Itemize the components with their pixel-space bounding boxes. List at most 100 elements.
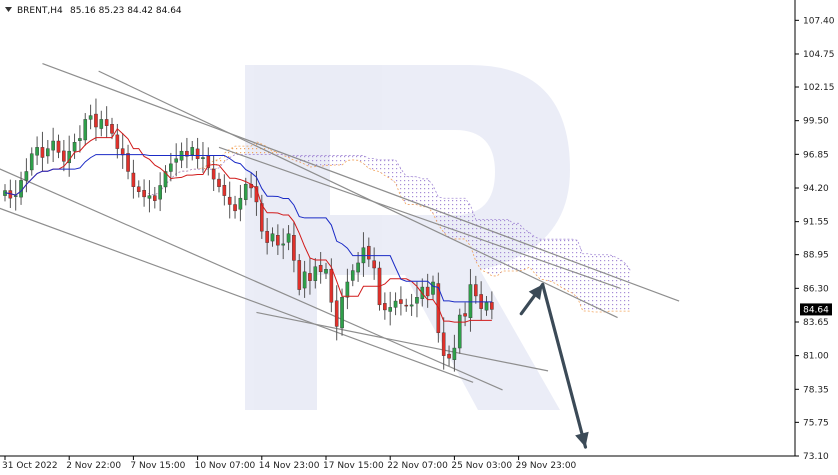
candle-body xyxy=(195,148,200,159)
candle-body xyxy=(297,260,302,290)
cloud-segment xyxy=(384,159,391,179)
candle-body xyxy=(457,314,462,349)
cloud-segment xyxy=(513,223,519,271)
candle-body xyxy=(329,269,334,303)
cloud-segment xyxy=(529,232,535,274)
cloud-segment xyxy=(416,176,423,207)
cloud-segment xyxy=(433,185,439,225)
cloud-segment xyxy=(593,254,599,312)
candle-body xyxy=(83,119,88,141)
candle-body xyxy=(468,284,473,319)
candle-body xyxy=(29,153,34,171)
candle-body xyxy=(62,150,66,162)
x-tick-label: 25 Nov 03:00 xyxy=(451,461,512,471)
candle-body xyxy=(222,184,227,196)
cloud-segment xyxy=(507,219,514,271)
candle-body xyxy=(452,347,457,360)
candle-body xyxy=(136,186,141,192)
y-tick-label: 81.00 xyxy=(803,352,829,362)
x-tick-label: 10 Nov 07:00 xyxy=(195,461,256,471)
candle-body xyxy=(441,332,446,356)
candle-body xyxy=(72,142,77,152)
cloud-segment xyxy=(331,155,337,166)
cloud-segment xyxy=(481,219,487,273)
dropdown-triangle-icon[interactable] xyxy=(5,7,12,12)
cloud-segment xyxy=(443,198,450,238)
candle-body xyxy=(447,353,451,359)
y-tick-label: 88.95 xyxy=(803,251,829,261)
candle-body xyxy=(409,304,414,307)
candle-body xyxy=(201,157,205,159)
candle-body xyxy=(334,300,339,327)
y-tick-label: 86.30 xyxy=(803,284,829,294)
candle-body xyxy=(51,140,55,151)
candle-body xyxy=(286,233,291,243)
cloud-segment xyxy=(556,239,562,288)
candle-body xyxy=(190,147,195,155)
candle-body xyxy=(415,297,419,304)
cloud-segment xyxy=(470,205,476,262)
y-tick-label: 94.20 xyxy=(803,184,829,194)
y-tick-label: 107.40 xyxy=(803,16,835,26)
candle-body xyxy=(308,273,312,281)
cloud-segment xyxy=(545,239,551,282)
senkou-span-a xyxy=(144,141,631,313)
x-tick-label: 22 Nov 07:00 xyxy=(387,461,448,471)
candle-body xyxy=(238,197,243,210)
candle-body xyxy=(463,313,467,317)
cloud-segment xyxy=(497,219,503,276)
candle-body xyxy=(425,286,430,297)
cloud-segment xyxy=(411,176,417,205)
cloud-segment xyxy=(342,155,348,165)
cloud-segment xyxy=(598,254,605,312)
support-line-3 xyxy=(256,311,549,372)
forecast-arrow-down xyxy=(541,282,589,449)
cloud-segment xyxy=(374,158,380,172)
candle-body xyxy=(142,190,146,198)
candle-body xyxy=(131,172,136,187)
candle-body xyxy=(383,303,387,311)
ohlc-label: 85.16 85.23 84.42 84.64 xyxy=(70,6,182,16)
support-line-2 xyxy=(0,207,474,383)
y-tick-label: 96.85 xyxy=(803,150,829,160)
cloud-segment xyxy=(577,240,583,311)
cloud-segment xyxy=(523,229,530,270)
candle-body xyxy=(233,204,237,212)
cloud-segment xyxy=(540,239,546,281)
cloud-segment xyxy=(422,178,428,207)
cloud-segment xyxy=(320,155,326,167)
current-price-label: 84.64 xyxy=(803,305,829,315)
resistance-line-3 xyxy=(218,146,621,289)
cloud-segment xyxy=(459,198,466,239)
candle-body xyxy=(13,195,18,197)
candle-body xyxy=(281,243,286,246)
candle-body xyxy=(243,183,248,200)
candle-body xyxy=(340,297,344,329)
candle-body xyxy=(110,124,114,134)
cloud-segment xyxy=(625,263,631,312)
cloud-segment xyxy=(491,219,498,276)
candle-body xyxy=(163,171,168,188)
cloud-segment xyxy=(395,159,401,197)
candle-body xyxy=(474,284,478,297)
cloud-segment xyxy=(502,219,508,271)
cloud-segment xyxy=(352,155,359,161)
cloud-segment xyxy=(363,155,369,169)
candle-body xyxy=(484,302,489,311)
y-tick-label: 73.10 xyxy=(803,452,829,462)
candle-body xyxy=(217,178,221,187)
cloud-segment xyxy=(614,256,621,312)
candle-body xyxy=(40,147,45,158)
cloud-segment xyxy=(449,198,455,239)
candle-body xyxy=(35,147,39,156)
cloud-segment xyxy=(406,176,412,205)
candle-body xyxy=(313,266,318,281)
cloud-segment xyxy=(572,239,578,298)
candle-body xyxy=(78,138,82,141)
cloud-segment xyxy=(235,146,241,155)
candle-body xyxy=(147,195,152,199)
cloud-segment xyxy=(379,159,385,176)
current-price-tag: 84.64 xyxy=(800,303,832,316)
y-tick-label: 102.15 xyxy=(803,83,835,93)
